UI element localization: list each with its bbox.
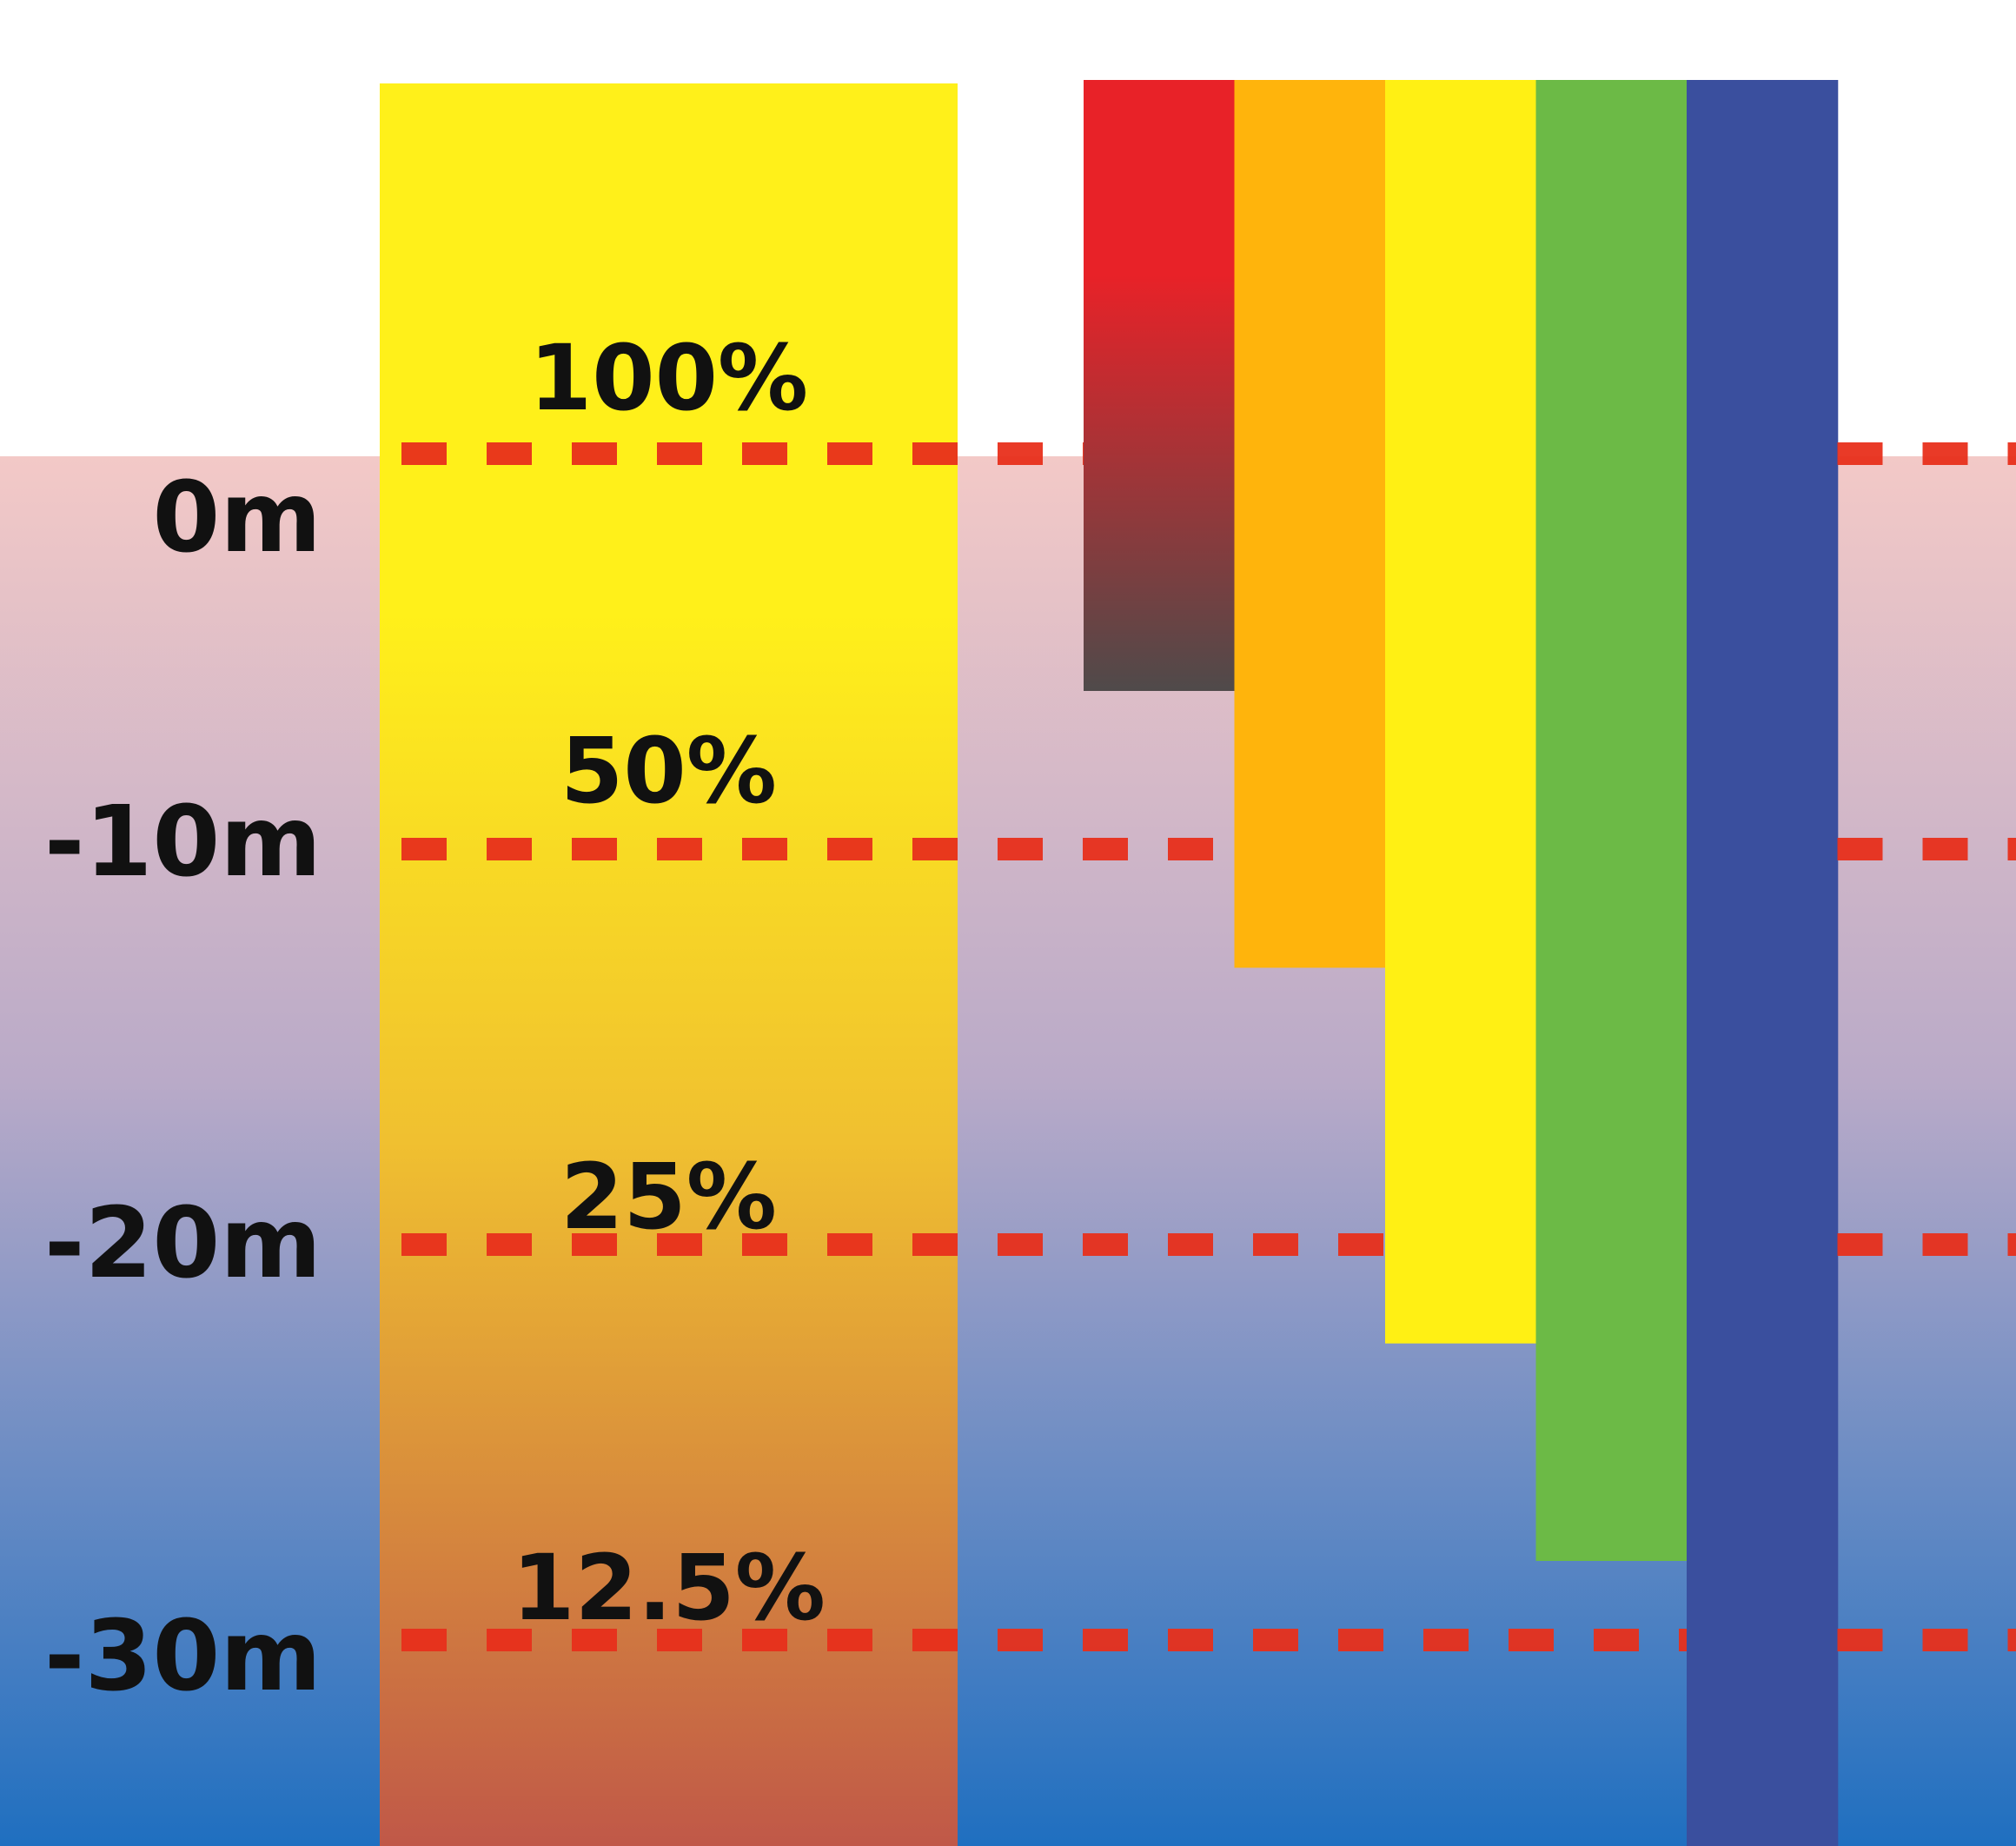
- depth-label-10m: -10m: [43, 786, 322, 899]
- spectrum-bar-green: [1535, 80, 1688, 1561]
- spectrum-bars: [1084, 80, 1839, 1846]
- spectrum-bar-blue: [1687, 80, 1839, 1846]
- spectrum-bar-yellow: [1385, 80, 1537, 1344]
- light-label-50: 50%: [560, 718, 777, 824]
- light-label-25: 25%: [560, 1144, 777, 1250]
- white-light-column: [380, 83, 958, 1846]
- depth-label-20m: -20m: [43, 1187, 322, 1300]
- spectrum-bar-red: [1084, 80, 1236, 691]
- depth-label-30m: -30m: [43, 1600, 322, 1713]
- spectrum-bar-orange: [1234, 80, 1386, 968]
- light-label-12-5: 12.5%: [512, 1535, 826, 1641]
- light-label-100: 100%: [528, 325, 809, 431]
- depth-dash-lines: [401, 442, 2016, 1651]
- depth-label-0m: 0m: [152, 462, 322, 574]
